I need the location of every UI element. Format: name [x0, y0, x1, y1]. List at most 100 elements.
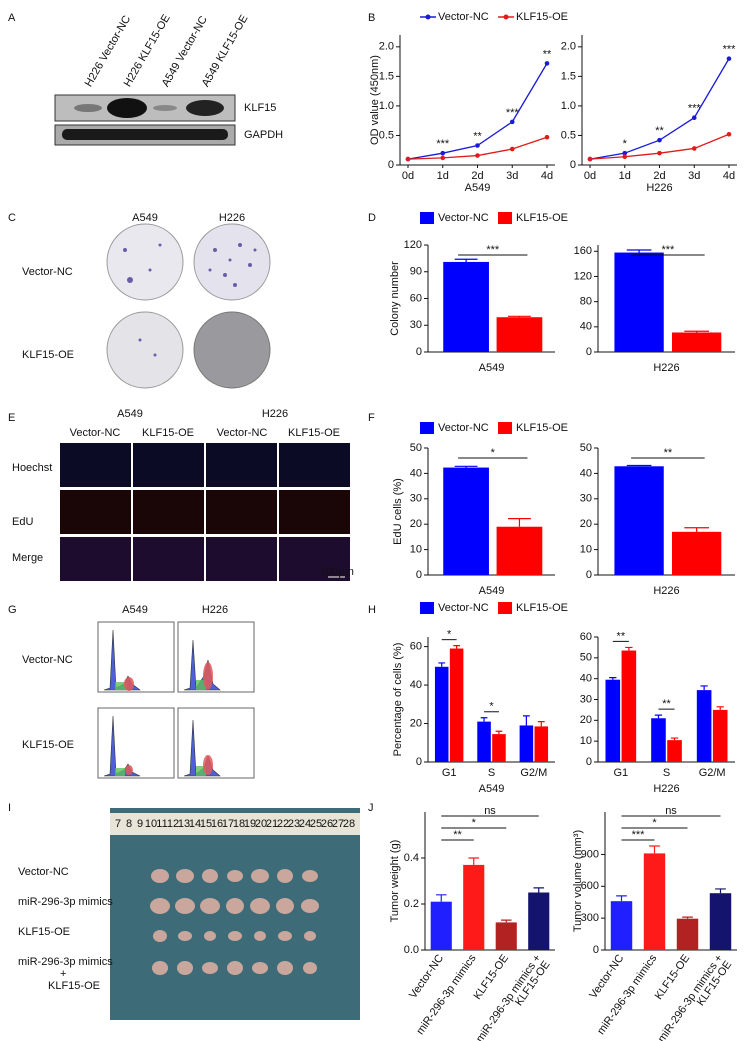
- ruler-number: 27: [332, 818, 344, 830]
- legend-swatch: [425, 14, 431, 20]
- row-label: miR-296-3p mimics: [18, 956, 113, 968]
- error-bar: [454, 258, 478, 262]
- legend-swatch: [420, 422, 434, 434]
- significance: **: [655, 125, 664, 137]
- y-tick-label: 120: [404, 239, 422, 251]
- bar: [519, 725, 534, 762]
- ruler-number: 17: [222, 818, 234, 830]
- x-tick-label: G2/M: [520, 767, 547, 779]
- point: [475, 143, 480, 148]
- error-bar: [684, 330, 709, 333]
- point: [691, 115, 697, 121]
- column-label: A549: [122, 604, 148, 616]
- bar: [651, 718, 666, 762]
- significance: *: [489, 701, 494, 713]
- bar: [610, 901, 633, 950]
- x-axis-label: A549: [479, 362, 505, 374]
- significance: ***: [436, 138, 450, 150]
- point: [657, 137, 662, 143]
- y-tick-label: 60: [580, 631, 592, 643]
- y-tick-label: 0.5: [379, 129, 394, 141]
- row-label: Vector-NC: [22, 266, 73, 278]
- panel-label: D: [368, 212, 376, 224]
- error-bar: [625, 646, 633, 651]
- x-tick-label: 3d: [506, 170, 518, 182]
- y-tick-label: 30: [580, 493, 592, 505]
- point: [726, 131, 732, 137]
- y-tick-label: 60: [410, 641, 422, 653]
- point: [509, 119, 515, 125]
- significance: ***: [723, 44, 737, 56]
- ruler-number: 22: [277, 818, 289, 830]
- point: [544, 61, 550, 66]
- x-tick-label: G1: [613, 767, 628, 779]
- significance: ***: [486, 244, 500, 256]
- row-label: Vector-NC: [18, 866, 69, 878]
- y-tick-label: 0: [416, 346, 422, 358]
- error-bar: [670, 737, 679, 741]
- significance: ***: [632, 829, 646, 841]
- error-bar: [616, 895, 627, 902]
- bar: [492, 734, 506, 762]
- error-bar: [495, 730, 503, 735]
- error-bar: [508, 518, 531, 527]
- y-tick-label: 160: [574, 245, 592, 257]
- row-label: miR-296-3p mimics: [18, 896, 113, 908]
- y-tick-label: 300: [581, 912, 599, 924]
- bar: [671, 332, 722, 352]
- y-tick-label: 10: [580, 544, 592, 556]
- significance: **: [543, 48, 552, 60]
- panel-label: C: [8, 212, 16, 224]
- x-axis-label: H226: [646, 182, 672, 194]
- flow-panels: [97, 621, 255, 779]
- x-axis-label: H226: [653, 783, 679, 795]
- tumor-photo: [110, 808, 360, 1020]
- error-bar: [468, 857, 480, 865]
- y-tick-label: 1.5: [379, 70, 394, 82]
- bar: [696, 690, 712, 762]
- y-tick-label: 0.5: [561, 129, 576, 141]
- ruler-number: 28: [343, 818, 355, 830]
- y-axis-label: Colony number: [389, 261, 401, 336]
- y-tick-label: 0: [388, 159, 394, 171]
- row-label: Merge: [12, 552, 43, 564]
- bar: [712, 709, 728, 762]
- x-tick-label: 2d: [471, 170, 483, 182]
- ruler-number: 21: [266, 818, 278, 830]
- y-tick-label: 0: [570, 159, 576, 171]
- y-tick-label: 900: [581, 848, 599, 860]
- error-bar: [649, 845, 660, 854]
- y-axis-label: EdU cells (%): [392, 478, 404, 545]
- point: [440, 155, 446, 161]
- row-label: +: [60, 968, 66, 980]
- ruler-number: 7: [115, 818, 121, 830]
- row-label: Hoechst: [12, 462, 52, 474]
- significance: ***: [506, 107, 520, 119]
- y-tick-label: 20: [580, 518, 592, 530]
- error-bar: [453, 645, 461, 649]
- ruler-number: 13: [178, 818, 190, 830]
- error-bar: [626, 249, 652, 253]
- bar: [614, 466, 664, 575]
- ruler-number: 16: [211, 818, 223, 830]
- bar: [709, 893, 732, 950]
- error-bar: [700, 685, 708, 691]
- legend-label: Vector-NC: [438, 11, 489, 23]
- y-tick-label: 0: [416, 569, 422, 581]
- x-axis-label: H226: [653, 585, 679, 597]
- ruler-number: 12: [167, 818, 179, 830]
- scale-bar-label: 100μm: [320, 566, 354, 578]
- line: [589, 58, 730, 160]
- x-tick-label: G1: [442, 767, 457, 779]
- y-tick-label: 0: [416, 756, 422, 768]
- error-bar: [716, 706, 724, 710]
- x-tick-label: 0d: [402, 170, 414, 182]
- x-tick-label: 4d: [723, 170, 735, 182]
- error-bar: [682, 916, 693, 919]
- significance: *: [623, 138, 628, 150]
- error-bar: [684, 527, 709, 532]
- y-tick-label: 2.0: [379, 41, 394, 53]
- error-bar: [715, 888, 726, 894]
- ruler-number: 14: [189, 818, 201, 830]
- bar: [671, 531, 722, 575]
